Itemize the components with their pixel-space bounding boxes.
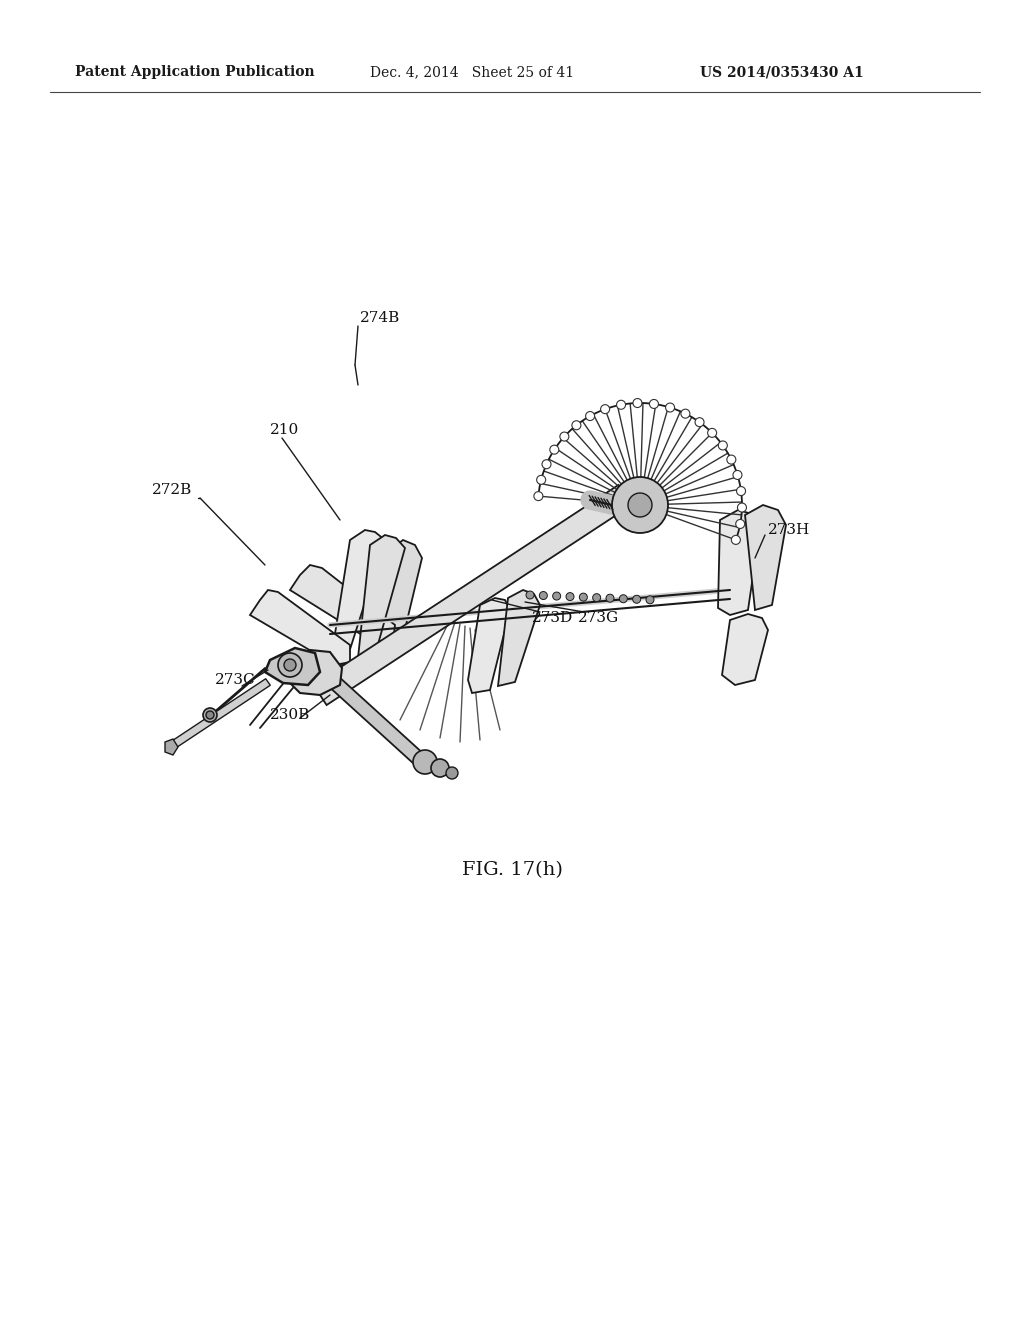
Circle shape (735, 520, 744, 528)
Polygon shape (290, 565, 395, 645)
Polygon shape (498, 590, 540, 686)
Polygon shape (468, 598, 510, 693)
Text: 272B: 272B (152, 483, 193, 498)
Circle shape (586, 412, 595, 421)
Circle shape (681, 409, 690, 418)
Circle shape (446, 767, 458, 779)
Circle shape (540, 591, 548, 599)
Circle shape (553, 593, 561, 601)
Polygon shape (718, 510, 760, 615)
Circle shape (560, 432, 569, 441)
Polygon shape (330, 531, 385, 665)
Circle shape (633, 595, 641, 603)
Text: 273D: 273D (532, 611, 573, 624)
Circle shape (284, 659, 296, 671)
Circle shape (206, 711, 214, 719)
Circle shape (633, 399, 642, 408)
Text: Patent Application Publication: Patent Application Publication (75, 65, 314, 79)
Text: US 2014/0353430 A1: US 2014/0353430 A1 (700, 65, 864, 79)
Circle shape (616, 400, 626, 409)
Text: 230B: 230B (270, 708, 310, 722)
Circle shape (537, 475, 546, 484)
Circle shape (612, 477, 668, 533)
Polygon shape (250, 590, 350, 665)
Polygon shape (358, 535, 406, 657)
Circle shape (649, 400, 658, 408)
Polygon shape (285, 649, 342, 696)
Polygon shape (165, 739, 178, 755)
Circle shape (708, 429, 717, 437)
Text: 273H: 273H (768, 523, 810, 537)
Text: FIG. 17(h): FIG. 17(h) (462, 861, 562, 879)
Text: 210: 210 (270, 422, 299, 437)
Circle shape (550, 445, 559, 454)
Circle shape (526, 591, 534, 599)
Text: 274B: 274B (360, 312, 400, 325)
Polygon shape (305, 655, 425, 766)
Circle shape (203, 708, 217, 722)
Circle shape (542, 459, 551, 469)
Text: 273C: 273C (215, 673, 256, 686)
Circle shape (666, 403, 675, 412)
Circle shape (606, 594, 614, 602)
Polygon shape (265, 648, 319, 685)
Polygon shape (722, 614, 768, 685)
Circle shape (628, 492, 652, 517)
Circle shape (566, 593, 574, 601)
Circle shape (413, 750, 437, 774)
Polygon shape (313, 484, 632, 705)
Circle shape (737, 503, 746, 512)
Text: Dec. 4, 2014   Sheet 25 of 41: Dec. 4, 2014 Sheet 25 of 41 (370, 65, 574, 79)
Circle shape (572, 421, 581, 430)
Circle shape (431, 759, 449, 777)
Circle shape (620, 595, 628, 603)
Text: 273G: 273G (578, 611, 620, 624)
Circle shape (278, 653, 302, 677)
Circle shape (727, 455, 736, 465)
Polygon shape (745, 506, 786, 610)
Polygon shape (168, 678, 270, 750)
Circle shape (731, 536, 740, 544)
Circle shape (646, 595, 654, 603)
Circle shape (593, 594, 601, 602)
Polygon shape (382, 540, 422, 653)
Circle shape (601, 405, 609, 413)
Circle shape (736, 487, 745, 495)
Circle shape (695, 417, 705, 426)
Circle shape (718, 441, 727, 450)
Circle shape (733, 470, 742, 479)
Circle shape (580, 593, 588, 601)
Circle shape (534, 491, 543, 500)
